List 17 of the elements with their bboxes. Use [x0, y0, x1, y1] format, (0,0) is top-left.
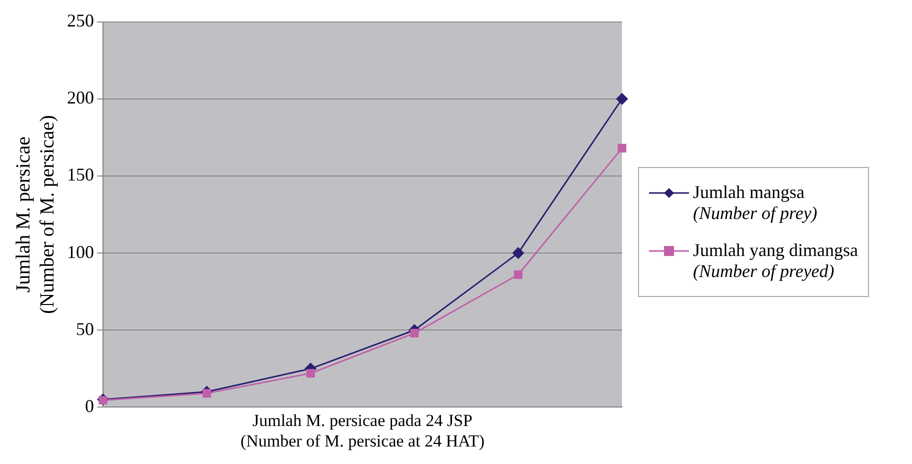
y-tick-label: 0 — [85, 396, 94, 416]
point — [306, 369, 315, 378]
point — [618, 144, 626, 152]
y-tick-label: 150 — [67, 164, 94, 185]
point — [98, 396, 108, 405]
legend-label: Jumlah yang dimangsa (Number of preyed) — [693, 240, 858, 282]
point — [616, 93, 628, 105]
point — [410, 328, 419, 338]
y-axis-title: Jumlah M. persicae (Number of M. persicae) — [12, 115, 58, 314]
legend-label: Jumlah mangsa (Number of prey) — [693, 182, 818, 224]
x-axis-title: Jumlah M. persicae pada 24 JSP (Number of M. persicae at 24 HAT) — [240, 410, 485, 450]
point — [512, 247, 524, 259]
y-tick-label: 100 — [67, 242, 94, 262]
point — [514, 270, 522, 279]
y-tick-label: 250 — [67, 10, 94, 31]
y-tick-label: 50 — [76, 318, 94, 339]
y-tick-label: 200 — [67, 88, 94, 108]
